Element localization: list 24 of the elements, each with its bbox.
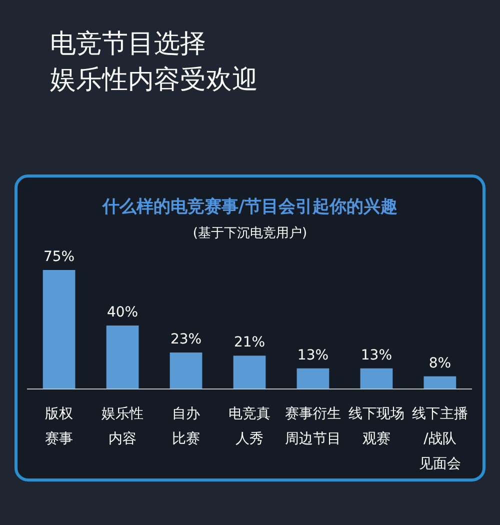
bar bbox=[42, 270, 76, 389]
x-tick-label: 线下现场观赛 bbox=[348, 406, 404, 447]
bar bbox=[233, 356, 266, 389]
data-label: 8% bbox=[428, 355, 452, 372]
x-tick-label: 电竞真人秀 bbox=[228, 406, 270, 447]
data-label: 40% bbox=[106, 304, 138, 321]
x-tick-label: 线下主播/战队见面会 bbox=[412, 406, 468, 472]
x-tick-label: 赛事衍生周边节目 bbox=[284, 406, 341, 447]
bar bbox=[296, 368, 330, 389]
x-tick-label: 版权赛事 bbox=[45, 406, 74, 447]
bar bbox=[170, 352, 202, 389]
data-label: 13% bbox=[360, 347, 392, 364]
data-label: 75% bbox=[43, 249, 75, 265]
chart-title: 电竞节目选择娱乐性内容受欢迎 bbox=[50, 29, 258, 95]
data-label: 23% bbox=[170, 332, 202, 348]
x-tick-label: 自办比赛 bbox=[172, 406, 200, 447]
bar bbox=[360, 368, 393, 389]
data-label: 13% bbox=[297, 347, 329, 364]
bar bbox=[424, 376, 456, 389]
data-label: 21% bbox=[234, 334, 266, 351]
chart-subtitle: 什么样的电竞赛事/节目会引起你的兴趣 bbox=[101, 197, 398, 217]
bar bbox=[106, 326, 139, 389]
x-tick-label: 娱乐性内容 bbox=[102, 406, 144, 447]
text: (基于下沉电竞用户) bbox=[192, 226, 308, 241]
